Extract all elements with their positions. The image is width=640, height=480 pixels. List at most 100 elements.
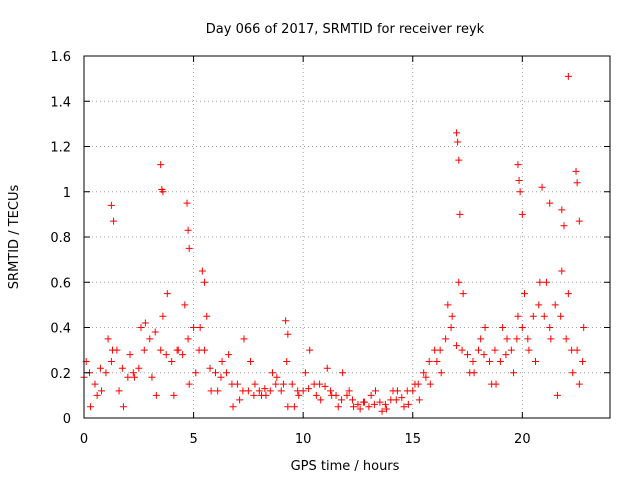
data-point bbox=[425, 357, 433, 365]
data-point bbox=[299, 387, 307, 395]
data-point bbox=[206, 364, 214, 372]
data-point bbox=[218, 357, 226, 365]
data-point bbox=[126, 351, 134, 359]
x-tick-label: 0 bbox=[80, 432, 88, 447]
data-point bbox=[564, 72, 572, 80]
data-point bbox=[170, 391, 178, 399]
data-point bbox=[459, 290, 467, 298]
data-point bbox=[447, 324, 455, 331]
data-point bbox=[536, 278, 544, 286]
data-point bbox=[272, 380, 280, 388]
data-point bbox=[507, 346, 515, 354]
data-point bbox=[334, 403, 342, 411]
y-tick-label: 0.4 bbox=[50, 322, 71, 337]
data-point bbox=[564, 290, 572, 298]
data-point bbox=[367, 391, 375, 399]
data-point bbox=[350, 403, 358, 411]
data-point bbox=[448, 312, 456, 320]
y-tick-label: 1.6 bbox=[50, 50, 71, 65]
data-point bbox=[492, 380, 500, 388]
data-point bbox=[148, 373, 156, 381]
data-point bbox=[212, 369, 219, 377]
data-point bbox=[558, 206, 566, 214]
data-point bbox=[184, 226, 192, 234]
data-points bbox=[80, 72, 588, 415]
axis-ticks bbox=[83, 55, 610, 419]
data-point bbox=[140, 346, 148, 354]
data-point bbox=[426, 380, 434, 388]
data-point bbox=[247, 357, 255, 365]
data-point bbox=[547, 335, 555, 343]
data-point bbox=[499, 324, 507, 331]
data-point bbox=[503, 335, 511, 343]
data-point bbox=[575, 380, 583, 388]
data-point bbox=[104, 335, 112, 343]
data-point bbox=[87, 403, 95, 411]
data-point bbox=[184, 335, 192, 343]
data-point bbox=[261, 385, 269, 393]
data-point bbox=[470, 369, 478, 377]
y-tick-label: 0.2 bbox=[50, 367, 71, 382]
data-point bbox=[110, 217, 118, 225]
data-point bbox=[378, 407, 386, 415]
data-point bbox=[477, 335, 485, 343]
y-axis-label: SRMTID / TECUs bbox=[7, 185, 22, 290]
data-point bbox=[214, 387, 222, 395]
data-point bbox=[201, 346, 209, 354]
data-point bbox=[579, 357, 587, 365]
data-point bbox=[455, 156, 463, 164]
data-point bbox=[255, 387, 263, 395]
data-point bbox=[305, 385, 313, 393]
data-point bbox=[163, 290, 171, 298]
data-point bbox=[273, 373, 281, 381]
data-point bbox=[157, 161, 165, 169]
x-tick-label: 15 bbox=[404, 432, 421, 447]
data-point bbox=[516, 188, 524, 196]
data-point bbox=[464, 351, 472, 359]
data-point bbox=[575, 217, 583, 225]
data-point bbox=[354, 400, 362, 408]
data-point bbox=[277, 387, 285, 395]
data-point bbox=[453, 129, 461, 137]
data-point bbox=[119, 403, 127, 411]
grid bbox=[84, 56, 610, 418]
data-point bbox=[282, 317, 290, 325]
y-tick-label: 1.2 bbox=[50, 141, 71, 156]
data-point bbox=[129, 369, 137, 377]
data-point bbox=[348, 396, 356, 404]
data-point bbox=[192, 369, 200, 377]
data-point bbox=[514, 312, 522, 320]
data-point bbox=[400, 403, 408, 411]
data-point bbox=[159, 188, 167, 196]
data-point bbox=[316, 380, 324, 388]
data-point bbox=[130, 373, 138, 381]
data-point bbox=[236, 396, 244, 404]
data-point bbox=[185, 244, 193, 252]
data-point bbox=[327, 387, 335, 395]
data-point bbox=[301, 369, 309, 377]
data-point bbox=[141, 319, 149, 327]
data-point bbox=[521, 290, 529, 298]
data-point bbox=[321, 382, 329, 390]
data-point bbox=[288, 380, 296, 388]
data-point bbox=[266, 387, 274, 395]
data-point bbox=[420, 369, 428, 377]
data-point bbox=[162, 351, 170, 359]
data-point bbox=[546, 324, 554, 331]
data-point bbox=[481, 324, 489, 331]
data-point bbox=[262, 391, 270, 399]
data-point bbox=[108, 346, 116, 354]
data-point bbox=[518, 210, 526, 218]
data-point bbox=[475, 346, 482, 354]
data-point bbox=[137, 324, 145, 331]
data-point bbox=[217, 373, 225, 381]
data-point bbox=[453, 342, 461, 350]
data-point bbox=[118, 364, 126, 372]
y-tick-label: 0.8 bbox=[50, 231, 71, 246]
data-point bbox=[562, 335, 570, 343]
data-point bbox=[250, 391, 258, 399]
data-point bbox=[93, 391, 101, 399]
x-tick-label: 5 bbox=[189, 432, 197, 447]
data-point bbox=[502, 351, 510, 359]
